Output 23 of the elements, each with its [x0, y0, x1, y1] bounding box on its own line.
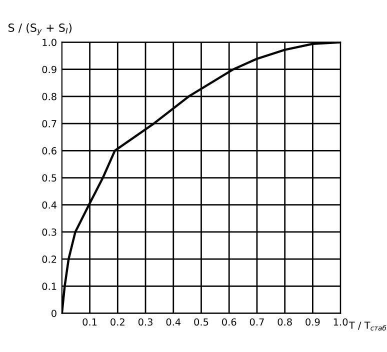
x-tick-label: 0.7: [250, 318, 264, 326]
x-tick-label: 0.2: [110, 318, 124, 326]
x-tick-label: 0.5: [194, 318, 208, 326]
x-tick-label: 0.3: [138, 318, 152, 326]
y-tick-label: 0.2: [42, 256, 56, 263]
x-tick-label: 0.8: [278, 318, 292, 326]
x-tick-label: 0.4: [166, 318, 181, 326]
y-tick-label: 0.7: [42, 120, 56, 128]
x-axis-title: T / T$_{стаб}$: [348, 322, 386, 330]
y-tick-label: 0.8: [42, 92, 56, 100]
y-tick-label: 0.5: [42, 174, 56, 182]
x-tick-label: 0.9: [306, 318, 320, 326]
y-tick-label: 0.4: [42, 201, 57, 209]
x-tick-label: 1.0: [334, 318, 348, 326]
x-tick-label: 0.6: [222, 318, 236, 326]
y-tick-label: 0.9: [42, 66, 56, 74]
x-tick-label: 0.1: [82, 318, 97, 326]
y-tick-label: 0: [52, 310, 56, 318]
y-axis-title: S / (S$_{y}$ + S$_{I}$): [8, 23, 72, 36]
y-tick-label: 0.6: [42, 147, 56, 154]
y-tick-label: 1.0: [42, 38, 56, 46]
y-tick-label: 0.1: [42, 282, 56, 290]
y-tick-label: 0.3: [42, 228, 56, 236]
